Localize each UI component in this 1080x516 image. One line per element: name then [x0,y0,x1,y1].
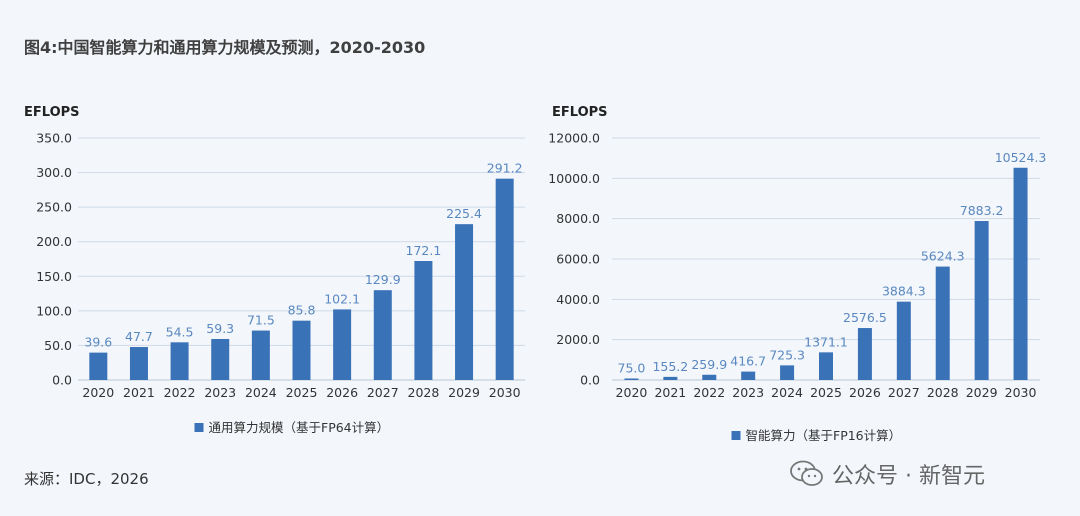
wechat-icon [790,460,823,486]
y-unit-label: EFLOPS [552,105,608,120]
bar [974,221,989,380]
bar [170,342,189,380]
bar [89,352,108,380]
data-label: 1371.1 [804,334,848,349]
data-label: 416.7 [730,354,766,369]
y-unit-label: EFLOPS [24,105,80,120]
y-tick-label: 300.0 [36,165,72,180]
x-tick-label: 2027 [888,385,920,400]
y-tick-label: 0.0 [52,373,72,388]
bar [819,352,833,380]
watermark-text: 公众号 · 新智元 [832,464,985,489]
bar [663,376,678,380]
x-tick-label: 2023 [732,385,764,400]
x-tick-label: 2025 [810,385,842,400]
legend-swatch [731,431,741,440]
bar [129,347,148,380]
data-label: 5624.3 [921,249,965,264]
x-tick-label: 2024 [245,385,277,400]
bar [780,365,795,380]
x-tick-label: 2022 [164,385,196,400]
legend-label: 智能算力（基于FP16计算） [746,428,902,443]
y-tick-label: 6000.0 [556,252,600,267]
watermark: 公众号 · 新智元 [790,458,985,490]
y-tick-label: 2000.0 [556,332,600,347]
x-tick-label: 2028 [927,385,959,400]
source-note: 来源：IDC，2026 [24,470,149,488]
data-label: 54.5 [166,324,194,339]
chart-title: 图4:中国智能算力和通用算力规模及预测，2020-2030 [24,38,426,57]
bar [373,290,392,380]
data-label: 85.8 [288,303,316,318]
x-tick-label: 2024 [771,385,803,400]
data-label: 291.2 [487,161,523,176]
bar [935,266,950,380]
bar [896,301,911,380]
y-tick-label: 4000.0 [556,292,600,307]
legend-label: 通用算力规模（基于FP64计算） [209,420,390,435]
x-tick-label: 2028 [408,385,440,400]
bar [414,261,433,380]
y-tick-label: 250.0 [36,200,72,215]
y-tick-label: 0.0 [580,373,600,388]
data-label: 155.2 [652,359,688,374]
y-tick-label: 200.0 [36,234,72,249]
x-tick-label: 2030 [1005,385,1037,400]
data-label: 725.3 [769,347,805,362]
bar [251,330,270,380]
bar [1013,167,1028,380]
data-label: 259.9 [691,357,727,372]
x-tick-label: 2026 [849,385,881,400]
bar [857,328,872,380]
x-tick-label: 2029 [448,385,480,400]
y-tick-label: 50.0 [44,338,72,353]
bar [292,320,311,380]
x-tick-label: 2029 [966,385,998,400]
data-label: 7883.2 [960,203,1004,218]
y-tick-label: 350.0 [36,131,72,146]
x-tick-label: 2020 [616,385,648,400]
x-tick-label: 2027 [367,385,399,400]
y-tick-label: 12000.0 [548,131,600,146]
data-label: 102.1 [324,291,360,306]
x-tick-label: 2020 [82,385,114,400]
data-label: 225.4 [446,206,482,221]
y-tick-label: 150.0 [36,269,72,284]
bar [702,374,717,380]
data-label: 59.3 [206,321,234,336]
data-label: 172.1 [406,243,442,258]
x-tick-label: 2021 [123,385,155,400]
data-label: 10524.3 [995,150,1047,165]
data-label: 129.9 [365,272,401,287]
x-tick-label: 2022 [693,385,725,400]
bar [455,224,474,380]
data-label: 39.6 [84,335,112,350]
bar [495,178,514,380]
legend-swatch [194,423,204,432]
data-label: 2576.5 [843,310,887,325]
x-tick-label: 2021 [654,385,686,400]
bar [624,378,639,380]
bar [741,371,756,380]
y-tick-label: 10000.0 [548,171,600,186]
x-tick-label: 2030 [489,385,521,400]
x-tick-label: 2025 [286,385,318,400]
data-label: 3884.3 [882,284,926,299]
y-tick-label: 8000.0 [556,211,600,226]
data-label: 75.0 [618,360,646,375]
data-label: 47.7 [125,329,153,344]
data-label: 71.5 [247,313,275,328]
x-tick-label: 2026 [326,385,358,400]
x-tick-label: 2023 [204,385,236,400]
bar [211,338,230,380]
bar [333,309,352,380]
y-tick-label: 100.0 [36,303,72,318]
